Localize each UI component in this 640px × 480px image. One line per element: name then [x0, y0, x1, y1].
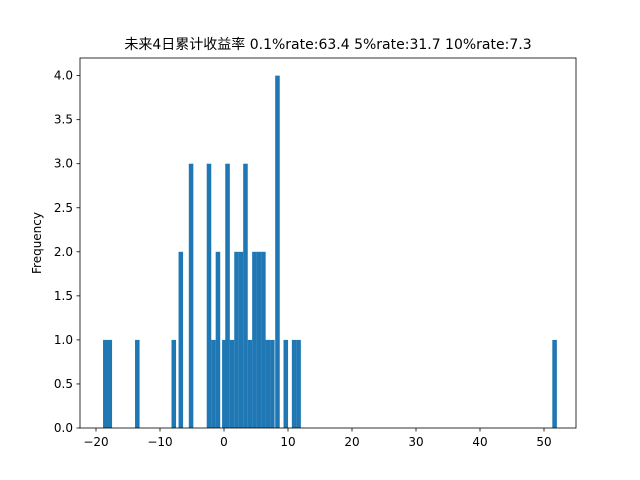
histogram-bar [215, 251, 221, 428]
x-tick-label: 0 [220, 435, 228, 449]
histogram-bar [238, 251, 244, 428]
chart-title: 未来4日累计收益率 0.1%rate:63.4 5%rate:31.7 10%r… [124, 36, 531, 53]
x-tick-label: 50 [536, 435, 551, 449]
histogram-bar [283, 339, 289, 428]
y-tick-label: 2.0 [54, 245, 73, 259]
histogram-bar [252, 251, 257, 428]
y-axis-label: Frequency [30, 212, 44, 274]
y-axis-ticks: 0.0 0.5 1.0 1.5 2.0 2.5 3.0 3.5 4.0 [54, 69, 80, 435]
y-tick-label: 1.5 [54, 289, 73, 303]
histogram-bar [211, 339, 216, 428]
x-tick-label: −20 [83, 435, 108, 449]
histogram-bar [171, 339, 177, 428]
histogram-bar [291, 339, 297, 428]
histogram-bar [178, 251, 184, 428]
histogram-bar [188, 163, 194, 428]
x-axis-ticks: −20 −10 0 10 20 30 40 50 [83, 428, 552, 449]
histogram-bar [243, 163, 248, 428]
histogram-bar [135, 339, 140, 428]
x-tick-label: −10 [147, 435, 172, 449]
y-tick-label: 3.5 [54, 113, 73, 127]
histogram-bar [247, 339, 253, 428]
y-tick-label: 2.5 [54, 201, 73, 215]
y-tick-label: 0.0 [54, 421, 73, 435]
histogram-bar [296, 339, 301, 428]
x-tick-label: 10 [280, 435, 295, 449]
histogram-bar [552, 339, 557, 428]
histogram-bar [206, 163, 212, 428]
histogram-bar [222, 339, 227, 428]
histogram-bar [270, 339, 275, 428]
histogram-bar [234, 251, 239, 428]
histogram-bar [261, 251, 266, 428]
histogram-bar [275, 75, 280, 429]
histogram-bar [265, 339, 271, 428]
histogram-bar [107, 339, 113, 428]
y-tick-label: 0.5 [54, 377, 73, 391]
histogram-bar [103, 339, 108, 428]
bars-layer [103, 75, 557, 429]
x-tick-label: 40 [472, 435, 487, 449]
x-tick-label: 30 [408, 435, 423, 449]
y-tick-label: 4.0 [54, 69, 73, 83]
x-tick-label: 20 [344, 435, 359, 449]
histogram-bar [256, 251, 262, 428]
y-tick-label: 3.0 [54, 157, 73, 171]
plot-frame [79, 57, 577, 429]
histogram-bar [229, 339, 235, 428]
histogram-bar [225, 163, 230, 428]
y-tick-label: 1.0 [54, 333, 73, 347]
